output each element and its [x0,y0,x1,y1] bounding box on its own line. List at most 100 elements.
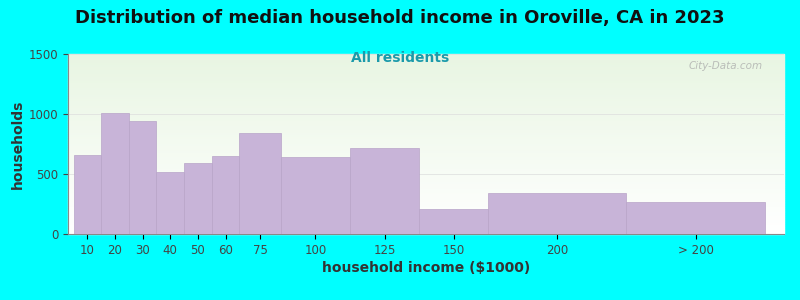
Bar [68,77,784,79]
Bar [68,229,784,230]
Bar [68,209,784,211]
Bar [68,61,784,63]
Bar [68,133,784,135]
Bar [68,214,784,216]
Bar [68,70,784,72]
Bar [68,76,784,77]
Bar [68,101,784,103]
Bar [68,139,784,140]
Bar [68,97,784,99]
Bar [68,99,784,101]
Bar [68,171,784,173]
Bar [68,67,784,68]
Bar [68,63,784,65]
Bar [68,167,784,169]
Bar [68,72,784,74]
Bar [68,221,784,223]
Y-axis label: households: households [10,99,25,189]
Bar [68,110,784,112]
Bar [68,65,784,67]
Bar [68,121,784,122]
Bar [488,193,626,234]
Bar [68,200,784,202]
Bar [68,112,784,113]
Text: City-Data.com: City-Data.com [688,61,762,71]
Bar [68,211,784,212]
Bar [68,113,784,115]
Bar [68,85,784,86]
Bar [68,193,784,194]
Bar [68,223,784,225]
Bar [68,103,784,104]
Bar [68,137,784,139]
Bar [68,140,784,142]
Bar [68,146,784,148]
Bar [68,180,784,182]
Bar [212,156,239,234]
Bar [68,203,784,205]
Bar [68,178,784,180]
Bar [68,106,784,108]
Bar [68,149,784,151]
Bar [68,225,784,227]
Bar [68,218,784,220]
Bar [68,124,784,126]
Bar [68,212,784,214]
Bar [68,160,784,162]
Bar [350,148,419,234]
Bar [68,117,784,119]
Bar [68,86,784,88]
Bar [419,209,488,234]
Bar [68,166,784,167]
Bar [68,155,784,157]
Bar [68,169,784,171]
Bar [68,128,784,130]
Bar [68,130,784,131]
Bar [68,126,784,128]
Bar [68,157,784,158]
Bar [68,59,784,61]
Bar [68,191,784,193]
Bar [68,108,784,110]
Bar [68,175,784,176]
Bar [68,162,784,164]
Bar [68,115,784,117]
Bar [239,133,281,234]
Bar [68,164,784,166]
Bar [68,232,784,234]
Text: All residents: All residents [351,51,449,65]
Bar [68,81,784,83]
Bar [68,58,784,59]
Bar [157,172,184,234]
Bar [68,92,784,94]
Bar [101,113,129,234]
Bar [68,83,784,85]
X-axis label: household income ($1000): household income ($1000) [322,261,530,275]
Bar [68,196,784,198]
Bar [68,227,784,229]
Text: Distribution of median household income in Oroville, CA in 2023: Distribution of median household income … [75,9,725,27]
Bar [68,230,784,232]
Bar [626,202,765,234]
Bar [68,189,784,191]
Bar [68,182,784,184]
Bar [68,74,784,76]
Bar [68,56,784,58]
Bar [129,121,157,234]
Bar [68,79,784,81]
Bar [68,122,784,124]
Bar [68,131,784,133]
Bar [68,68,784,70]
Bar [68,135,784,137]
Bar [68,194,784,196]
Bar [68,90,784,92]
Bar [184,163,212,234]
Bar [68,176,784,178]
Bar [68,144,784,146]
Bar [68,119,784,121]
Bar [68,173,784,175]
Bar [281,157,350,234]
Bar [68,104,784,106]
Bar [68,151,784,153]
Bar [68,88,784,90]
